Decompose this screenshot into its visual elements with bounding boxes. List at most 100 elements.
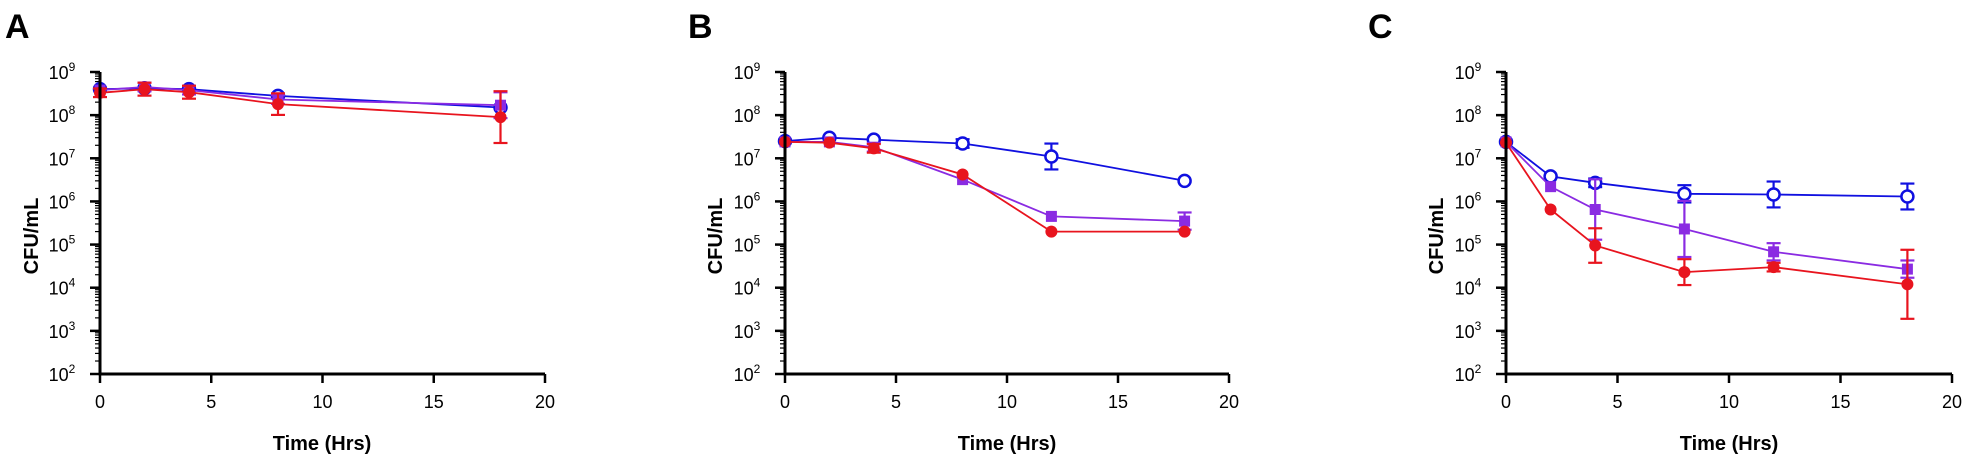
panel-a-y-tick-label: 105 (49, 233, 76, 256)
panel-b-point-square (1045, 210, 1057, 222)
panel-b-point-filled-circle (1178, 225, 1191, 238)
panel-c-series-filled-circle (1500, 136, 1915, 320)
panel-b-y-tick-label: 106 (734, 189, 761, 212)
panel-b-series-line-filled-circle (784, 141, 1185, 233)
panel-c-y-axis-title: CFU/mL (1426, 198, 1448, 275)
panel-b-y-tick-label: 105 (734, 233, 761, 256)
panel-c-point-filled-circle (1544, 203, 1557, 216)
panel-c-point-square (1678, 223, 1690, 235)
panel-a-x-tick-label: 15 (424, 392, 444, 412)
panel-c-x-ticks: 0 5 10 15 20 (1501, 374, 1962, 412)
panel-c-y-ticks: 102 103 104 105 106 107 108 109 (1455, 60, 1506, 385)
panel-b-x-axis-title: Time (Hrs) (958, 433, 1057, 455)
panel-a-point-filled-circle (494, 111, 507, 124)
panel-b-point-square (1179, 215, 1191, 227)
panel-c-y-tick-label: 108 (1455, 103, 1482, 126)
panel-b-point-open-circle (955, 136, 970, 151)
panel-c-series-line-square (1505, 141, 1908, 270)
panel-a-point-filled-circle (183, 86, 195, 99)
panel-a-x-tick-label: 20 (535, 392, 555, 412)
panel-b-y-ticks: 102 103 104 105 106 107 108 109 (734, 60, 785, 385)
panel-a-series-square (94, 81, 508, 120)
panel-b-point-filled-circle (956, 168, 969, 181)
panel-a-point-filled-circle (138, 83, 151, 96)
panel-c-axes (1504, 72, 1952, 376)
panel-a-y-ticks: 102 103 104 105 106 107 108 109 (49, 60, 100, 385)
panel-b-x-tick-label: 5 (891, 392, 901, 412)
panel-c-point-square (1589, 204, 1601, 216)
panel-b-x-tick-label: 0 (780, 392, 790, 412)
panel-b-plot-area (777, 130, 1192, 238)
panel-a-y-tick-label: 107 (49, 146, 76, 169)
panel-c-x-axis-title: Time (Hrs) (1680, 433, 1779, 455)
panel-c-series-open-circle (1498, 134, 1915, 211)
panel-b-y-tick-label: 108 (734, 103, 761, 126)
panel-c-x-tick-label: 10 (1719, 392, 1739, 412)
panel-a-series-filled-circle (93, 81, 508, 145)
panel-b-y-tick-label: 107 (734, 146, 761, 169)
panel-b-point-filled-circle (1045, 225, 1058, 238)
panel-b-point-filled-circle (867, 142, 880, 155)
panel-b-point-open-circle (1177, 173, 1192, 189)
panel-c-y-tick-label: 106 (1455, 189, 1482, 212)
panel-a-x-ticks: 0 5 10 15 20 (95, 374, 555, 412)
panel-b-x-tick-label: 15 (1108, 392, 1128, 412)
panel-c-y-tick-label: 109 (1455, 60, 1482, 83)
panel-c-point-filled-circle (1767, 261, 1780, 274)
panel-b-y-tick-label: 109 (734, 60, 761, 83)
panel-c-point-open-circle (1677, 186, 1692, 202)
panel-c-y-tick-label: 103 (1455, 319, 1482, 342)
panel-b-axes (783, 72, 1229, 376)
panel-b-series-filled-circle (779, 135, 1191, 238)
panel-c-series-square (1500, 136, 1915, 279)
panel-a-x-tick-label: 10 (312, 392, 332, 412)
panel-c: C Time (Hrs) CFU/mL 0 5 10 15 20 10210310410… (1368, 8, 1962, 455)
panel-c-point-open-circle (1543, 169, 1558, 184)
panel-a: A Time (Hrs) CFU/mL 0 5 10 15 20 102 103 104 10… (5, 8, 555, 455)
panel-a-x-axis-title: Time (Hrs) (273, 433, 372, 455)
panel-b-point-open-circle (1044, 149, 1059, 164)
panel-a-y-axis-title: CFU/mL (21, 198, 43, 275)
panel-c-label: C (1368, 8, 1393, 46)
panel-b-series-line-open-circle (784, 136, 1185, 182)
panel-a-y-tick-label: 103 (49, 319, 76, 342)
panel-a-y-tick-label: 106 (49, 189, 76, 212)
panel-b-x-tick-label: 10 (997, 392, 1017, 412)
panel-c-y-tick-label: 102 (1455, 362, 1482, 385)
panel-c-x-tick-label: 5 (1612, 392, 1622, 412)
panel-c-y-tick-label: 105 (1455, 233, 1482, 256)
panel-c-point-square (1768, 246, 1780, 258)
panel-c-x-tick-label: 20 (1942, 392, 1962, 412)
panel-b-x-tick-label: 20 (1219, 392, 1239, 412)
panel-b-series-open-circle (777, 130, 1192, 189)
panel-a-x-tick-label: 0 (95, 392, 105, 412)
panel-a-x-tick-label: 5 (206, 392, 216, 412)
panel-b: B Time (Hrs) CFU/mL 0 5 10 15 20 10210310410… (688, 8, 1239, 455)
panel-b-y-axis-title: CFU/mL (705, 198, 727, 275)
panel-c-point-filled-circle (1678, 266, 1691, 279)
panel-a-y-tick-label: 109 (49, 60, 76, 83)
panel-a-axes (98, 72, 545, 376)
panel-c-point-open-circle (1766, 187, 1781, 202)
panel-a-label: A (5, 8, 30, 46)
panel-b-point-filled-circle (823, 136, 836, 149)
panel-b-series-line-square (785, 140, 1185, 222)
panel-c-y-tick-label: 104 (1455, 276, 1482, 299)
panel-c-plot-area (1498, 134, 1915, 320)
panel-c-y-tick-label: 107 (1455, 146, 1482, 169)
panel-a-point-filled-circle (272, 98, 284, 111)
panel-a-y-tick-label: 102 (49, 362, 76, 385)
panel-b-series-square (779, 136, 1192, 231)
panel-c-point-open-circle (1900, 189, 1915, 204)
panel-b-y-tick-label: 102 (734, 362, 761, 385)
panel-a-y-tick-label: 104 (49, 276, 76, 299)
panel-b-y-tick-label: 103 (734, 319, 761, 342)
panel-c-point-filled-circle (1589, 239, 1602, 252)
panel-c-x-tick-label: 15 (1830, 392, 1850, 412)
panel-c-series-line-open-circle (1505, 141, 1908, 198)
panel-b-label: B (688, 8, 713, 46)
panel-a-plot-area (92, 81, 508, 145)
panel-c-point-square (1545, 181, 1557, 193)
panel-c-x-tick-label: 0 (1501, 392, 1511, 412)
